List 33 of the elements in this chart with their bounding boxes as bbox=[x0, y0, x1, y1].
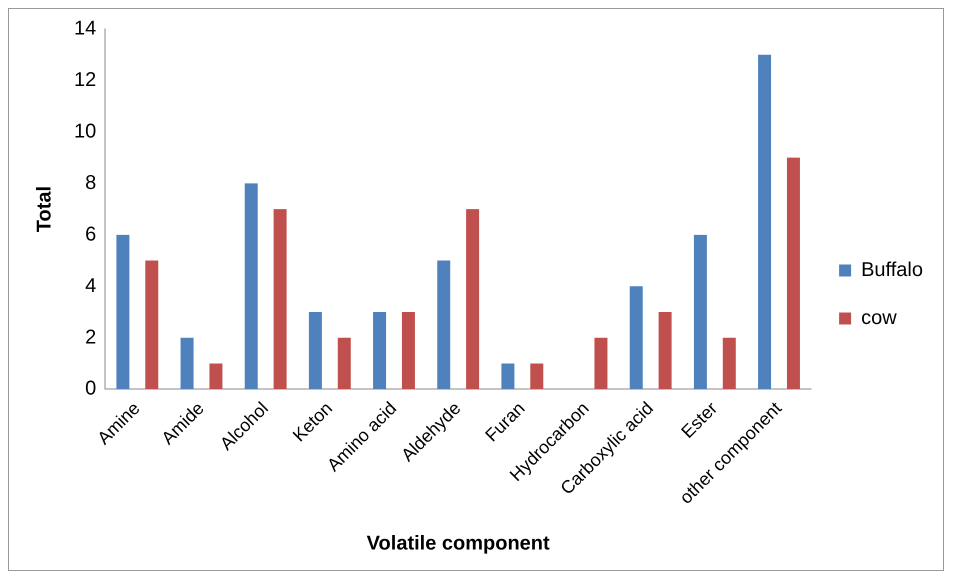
bar bbox=[338, 338, 351, 390]
y-tick-label: 12 bbox=[74, 68, 96, 91]
bar bbox=[274, 209, 287, 390]
bar bbox=[786, 158, 800, 390]
bar bbox=[466, 209, 480, 390]
bar bbox=[758, 54, 772, 390]
legend-label: cow bbox=[861, 307, 898, 330]
y-tick-label: 10 bbox=[74, 120, 96, 142]
bar bbox=[630, 286, 643, 390]
y-tick-label: 2 bbox=[85, 326, 96, 348]
bar bbox=[209, 363, 222, 390]
bar bbox=[530, 363, 544, 390]
y-tick-label: 14 bbox=[74, 18, 96, 40]
bar bbox=[145, 260, 158, 390]
bar bbox=[722, 338, 736, 390]
bar bbox=[437, 260, 450, 390]
bar bbox=[594, 338, 608, 390]
bar bbox=[373, 312, 386, 390]
bar bbox=[180, 338, 194, 390]
bar bbox=[694, 234, 707, 390]
bar bbox=[308, 312, 322, 390]
y-axis-title: Total bbox=[34, 186, 56, 232]
bar bbox=[501, 363, 514, 390]
bar bbox=[402, 312, 415, 390]
y-tick-label: 4 bbox=[85, 274, 96, 297]
bar bbox=[658, 312, 672, 390]
bar bbox=[116, 234, 130, 390]
y-tick-label: 0 bbox=[85, 378, 96, 400]
y-tick-label: 6 bbox=[85, 223, 96, 246]
legend-label: Buffalo bbox=[861, 259, 923, 282]
x-axis-title: Volatile component bbox=[366, 532, 550, 555]
y-tick-label: 8 bbox=[85, 172, 96, 194]
bar bbox=[244, 183, 258, 390]
